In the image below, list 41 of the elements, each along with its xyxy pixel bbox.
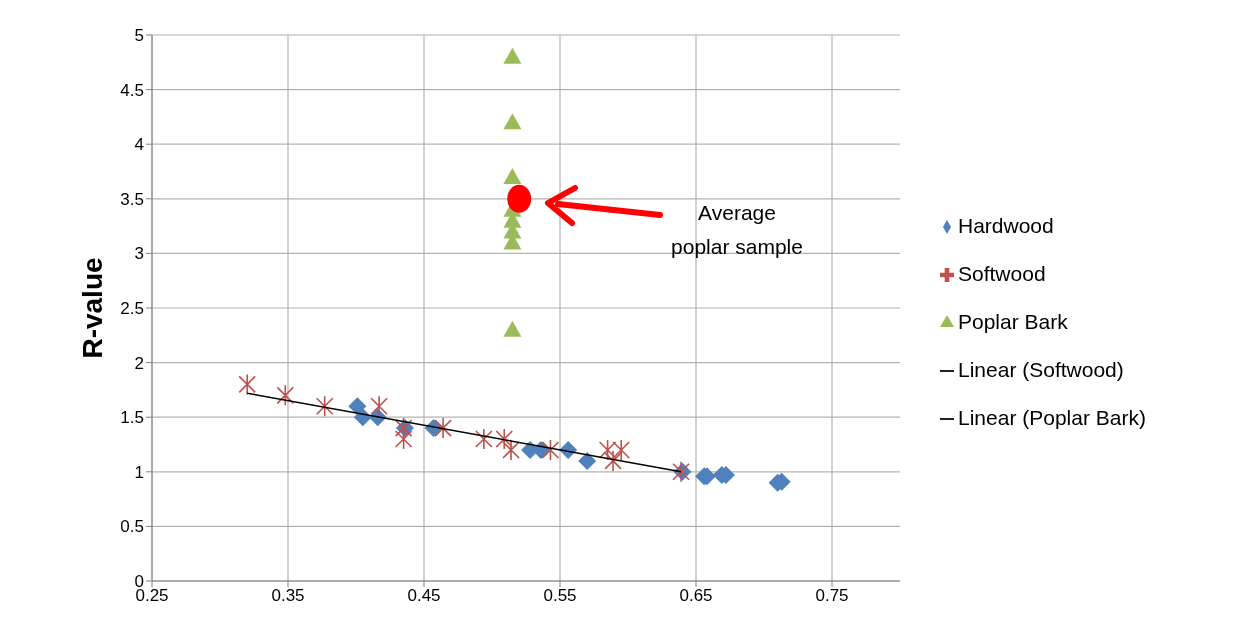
point (238, 373, 256, 396)
annotation: Average poplar sample (671, 201, 803, 258)
point (612, 439, 630, 461)
x-tick-label: 0.45 (407, 586, 441, 606)
y-tick-label: 3 (134, 244, 144, 264)
point (434, 417, 452, 439)
x-tick-label: 0.65 (679, 586, 713, 606)
point (394, 428, 413, 450)
point (503, 113, 522, 130)
point (475, 428, 493, 450)
point (502, 439, 520, 461)
point (315, 395, 334, 418)
point (370, 395, 388, 418)
y-tick-label: 5 (134, 26, 144, 46)
legend-label: Linear (Softwood) (958, 358, 1124, 381)
point (507, 184, 532, 213)
legend-label: Hardwood (958, 214, 1054, 237)
legend-label: Poplar Bark (958, 310, 1068, 333)
y-tick-label: 3.5 (120, 189, 144, 209)
point (276, 384, 295, 407)
point (503, 47, 522, 64)
y-tick-label: 1.5 (120, 408, 144, 428)
point (541, 439, 560, 461)
point (503, 320, 522, 337)
y-tick-label: 4 (134, 135, 144, 155)
y-tick-label: 2 (134, 353, 144, 373)
point (503, 167, 522, 184)
point (598, 439, 617, 461)
y-axis-title: R-value (76, 257, 108, 359)
x-tick-label: 0.75 (815, 586, 849, 606)
y-tick-label: 4.5 (120, 80, 144, 100)
point (578, 451, 597, 470)
x-tick-label: 0.35 (271, 586, 305, 606)
y-tick-label: 2.5 (120, 299, 144, 319)
y-tick-label: 1 (134, 462, 144, 482)
point (604, 450, 622, 472)
point (495, 428, 514, 450)
y-tick-label: 0.5 (120, 517, 144, 537)
x-tick-label: 0.55 (543, 586, 577, 606)
legend-label: Linear (Poplar Bark) (958, 406, 1146, 429)
legend-label: Softwood (958, 262, 1046, 285)
